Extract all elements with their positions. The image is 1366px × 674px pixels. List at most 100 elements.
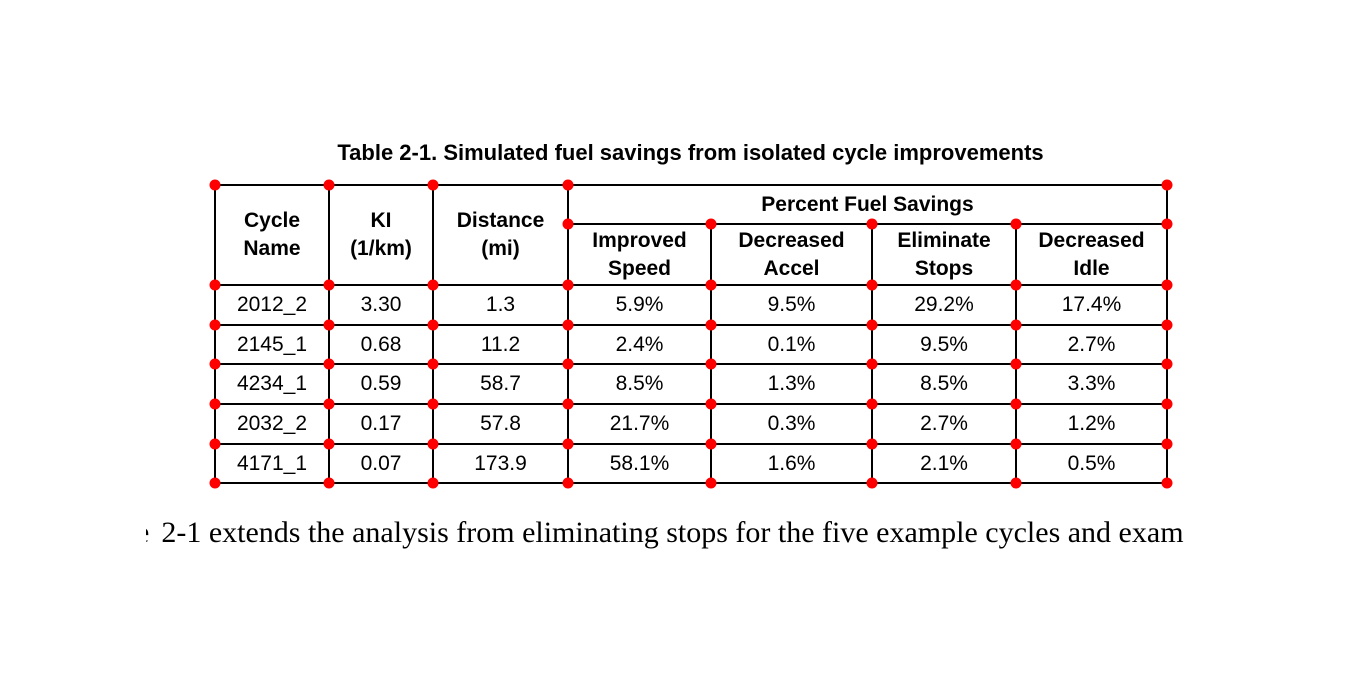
cell-decreased-idle: 3.3% (1015, 363, 1168, 405)
cell-ki: 0.68 (328, 324, 434, 365)
cell-corner-marker (866, 319, 878, 331)
cell-ki: 0.17 (328, 403, 434, 445)
cell-eliminate-stops: 2.1% (871, 443, 1017, 484)
cell-eliminate-stops: 8.5% (871, 363, 1017, 405)
cell-distance: 57.8 (432, 403, 569, 445)
body-text: e 2-1 extends the analysis from eliminati… (146, 509, 1366, 559)
cell-corner-marker (427, 477, 439, 489)
header-row-sub: Improved Speed Decreased Accel Eliminate… (215, 223, 1168, 286)
cell-corner-marker (562, 477, 574, 489)
col-header-improved-speed: Improved Speed (567, 223, 712, 286)
fuel-savings-table: Cycle Name KI (1/km) Distance (mi) Perce… (214, 184, 1168, 484)
cell-improved-speed: 21.7% (567, 403, 712, 445)
clipped-word-fragment: e (146, 509, 149, 556)
cell-corner-marker (1010, 398, 1022, 410)
cell-decreased-idle: 0.5% (1015, 443, 1168, 484)
cell-corner-marker (427, 279, 439, 291)
cell-corner-marker (1161, 398, 1173, 410)
cell-improved-speed: 5.9% (567, 284, 712, 326)
cell-corner-marker (705, 438, 717, 450)
cell-corner-marker (323, 477, 335, 489)
cell-corner-marker (866, 218, 878, 230)
cell-corner-marker (866, 358, 878, 370)
cell-corner-marker (866, 477, 878, 489)
cell-corner-marker (866, 279, 878, 291)
cell-ki: 0.07 (328, 443, 434, 484)
col-header-eliminate-stops: Eliminate Stops (871, 223, 1017, 286)
table-row: 4234_1 0.59 58.7 8.5% 1.3% 8.5% 3.3% (214, 363, 1168, 405)
cell-ki: 0.59 (328, 363, 434, 405)
cell-decreased-idle: 1.2% (1015, 403, 1168, 445)
cell-corner-marker (323, 319, 335, 331)
cell-corner-marker (427, 179, 439, 191)
cell-corner-marker (1010, 319, 1022, 331)
col-header-ki: KI (1/km) (328, 184, 434, 286)
table-row: 2032_2 0.17 57.8 21.7% 0.3% 2.7% 1.2% (214, 403, 1168, 445)
cell-cycle-name: 4171_1 (214, 443, 330, 484)
cell-corner-marker (1161, 477, 1173, 489)
table-row: 2012_2 3.30 1.3 5.9% 9.5% 29.2% 17.4% (214, 284, 1168, 326)
cell-corner-marker (209, 438, 221, 450)
cell-corner-marker (323, 179, 335, 191)
cell-eliminate-stops: 9.5% (871, 324, 1017, 365)
cell-decreased-idle: 17.4% (1015, 284, 1168, 326)
cell-corner-marker (1161, 218, 1173, 230)
cell-corner-marker (427, 398, 439, 410)
cell-decreased-idle: 2.7% (1015, 324, 1168, 365)
cell-corner-marker (562, 438, 574, 450)
col-group-header-percent-fuel-savings: Percent Fuel Savings (567, 184, 1168, 225)
cell-distance: 58.7 (432, 363, 569, 405)
table-caption: Table 2-1. Simulated fuel savings from i… (337, 140, 1044, 165)
cell-decreased-accel: 0.3% (710, 403, 873, 445)
cell-distance: 1.3 (432, 284, 569, 326)
header-row-group: Cycle Name KI (1/km) Distance (mi) Perce… (214, 184, 1168, 286)
cell-corner-marker (705, 398, 717, 410)
cell-decreased-accel: 1.6% (710, 443, 873, 484)
cell-corner-marker (1161, 279, 1173, 291)
cell-corner-marker (562, 398, 574, 410)
cell-improved-speed: 8.5% (567, 363, 712, 405)
cell-corner-marker (866, 438, 878, 450)
col-header-decreased-idle: Decreased Idle (1015, 223, 1168, 286)
cell-corner-marker (209, 179, 221, 191)
cell-corner-marker (562, 319, 574, 331)
cell-corner-marker (427, 358, 439, 370)
cell-corner-marker (1010, 477, 1022, 489)
cell-eliminate-stops: 29.2% (871, 284, 1017, 326)
cell-corner-marker (705, 279, 717, 291)
cell-decreased-accel: 0.1% (710, 324, 873, 365)
cell-corner-marker (1010, 358, 1022, 370)
cell-corner-marker (1010, 218, 1022, 230)
cell-cycle-name: 2145_1 (214, 324, 330, 365)
cell-corner-marker (1161, 319, 1173, 331)
cell-corner-marker (1161, 438, 1173, 450)
cell-distance: 11.2 (432, 324, 569, 365)
cell-cycle-name: 4234_1 (214, 363, 330, 405)
cell-cycle-name: 2032_2 (214, 403, 330, 445)
cell-decreased-accel: 1.3% (710, 363, 873, 405)
cell-corner-marker (562, 358, 574, 370)
cell-corner-marker (1010, 279, 1022, 291)
cell-corner-marker (1010, 438, 1022, 450)
col-header-decreased-accel: Decreased Accel (710, 223, 873, 286)
cell-distance: 173.9 (432, 443, 569, 484)
cell-corner-marker (323, 279, 335, 291)
cell-ki: 3.30 (328, 284, 434, 326)
cell-corner-marker (323, 398, 335, 410)
cell-corner-marker (1161, 358, 1173, 370)
cell-corner-marker (1161, 179, 1173, 191)
cell-corner-marker (209, 358, 221, 370)
cell-corner-marker (562, 218, 574, 230)
cell-corner-marker (705, 477, 717, 489)
cell-corner-marker (705, 319, 717, 331)
cell-corner-marker (866, 398, 878, 410)
table-row: 4171_1 0.07 173.9 58.1% 1.6% 2.1% 0.5% (214, 443, 1168, 484)
cell-corner-marker (562, 279, 574, 291)
cell-improved-speed: 58.1% (567, 443, 712, 484)
cell-corner-marker (562, 179, 574, 191)
cell-corner-marker (427, 438, 439, 450)
cell-cycle-name: 2012_2 (214, 284, 330, 326)
cell-corner-marker (209, 477, 221, 489)
cell-corner-marker (705, 218, 717, 230)
col-header-cycle-name: Cycle Name (214, 184, 330, 286)
